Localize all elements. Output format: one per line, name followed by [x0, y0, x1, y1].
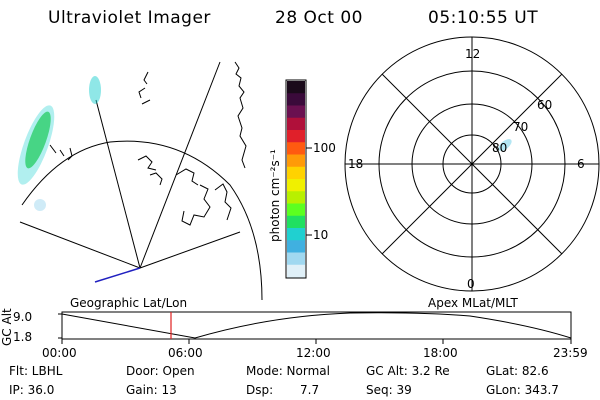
seq-info: Seq: 39 — [366, 383, 412, 397]
colorbar-cell — [287, 142, 305, 155]
earth-limb-arc — [21, 140, 263, 301]
colorbar-cell — [287, 81, 305, 94]
gc-alt-info: GC Alt: 3.2 Re — [366, 364, 450, 378]
polar-label-12: 12 — [465, 47, 481, 61]
colorbar-cell — [287, 154, 305, 168]
coastline — [175, 168, 211, 226]
colorbar-cell — [287, 203, 305, 217]
colorbar-tick-10: 10 — [313, 228, 329, 242]
colorbar-cell — [287, 166, 305, 180]
filter-info: Flt: LBHL — [9, 364, 63, 378]
colorbar-cell — [287, 240, 305, 253]
coastline — [234, 61, 247, 169]
coastline — [214, 183, 232, 221]
dsp-label: Dsp: — [246, 383, 274, 397]
instrument-title: Ultraviolet Imager — [48, 8, 211, 28]
aurora-patch — [498, 139, 512, 151]
time-label: 05:10:55 UT — [428, 8, 539, 28]
altitude-curve — [61, 312, 572, 339]
strip-x-tick: 18:00 — [423, 346, 458, 360]
polar-label-18: 18 — [348, 157, 364, 171]
polar-label-70: 70 — [513, 120, 529, 134]
strip-chart — [58, 311, 572, 344]
geographic-map — [19, 61, 263, 301]
polar-plot — [344, 36, 600, 292]
coastline — [49, 144, 73, 161]
meridian-line — [95, 99, 141, 269]
colorbar-cell — [287, 117, 305, 131]
door-info: Door: Open — [126, 364, 195, 378]
polar-label-6: 6 — [577, 157, 585, 171]
colorbar-cell — [287, 252, 305, 266]
coastline — [137, 155, 163, 186]
polar-diagonal — [381, 73, 563, 255]
strip-frame — [61, 311, 572, 340]
strip-x-tick: 00:00 — [42, 346, 77, 360]
colorbar-cell — [287, 130, 305, 143]
strip-x-tick: 12:00 — [296, 346, 331, 360]
strip-left-title: Geographic Lat/Lon — [70, 296, 188, 310]
colorbar — [285, 79, 312, 279]
strip-x-tick: 23:59 — [553, 346, 588, 360]
meridian-line — [139, 231, 241, 269]
strip-tick-9: 9.0 — [13, 310, 33, 324]
colorbar-cell — [287, 264, 305, 278]
colorbar-tick-100: 100 — [313, 141, 336, 155]
orbit-track — [94, 267, 141, 283]
date-label: 28 Oct 00 — [275, 8, 363, 28]
mode-info: Mode: Normal — [246, 364, 330, 378]
polar-label-80: 80 — [492, 141, 508, 155]
colorbar-cell — [287, 179, 305, 192]
dsp-value: 7.7 — [300, 383, 320, 397]
strip-x-tick: 06:00 — [168, 346, 203, 360]
glon-info: GLon: 343.7 — [486, 383, 559, 397]
polar-label-0: 0 — [467, 277, 475, 291]
glat-info: GLat: 82.6 — [486, 364, 549, 378]
aurora-patches — [17, 76, 101, 211]
colorbar-cell — [287, 105, 305, 119]
colorbar-cell — [287, 93, 305, 106]
colorbar-cell — [287, 191, 305, 204]
colorbar-cell — [287, 215, 305, 229]
coastline — [138, 71, 151, 105]
strip-y-axis-label: GC Alt — [0, 308, 14, 346]
strip-tick-1-8: 1.8 — [13, 330, 33, 344]
ip-info: IP: 36.0 — [9, 383, 55, 397]
colorbar-cell — [287, 228, 305, 241]
meridian-line — [19, 221, 141, 269]
gain-info: Gain: 13 — [126, 383, 177, 397]
meridian-line — [139, 61, 221, 269]
strip-right-title: Apex MLat/MLT — [428, 296, 518, 310]
polar-label-60: 60 — [537, 98, 553, 112]
